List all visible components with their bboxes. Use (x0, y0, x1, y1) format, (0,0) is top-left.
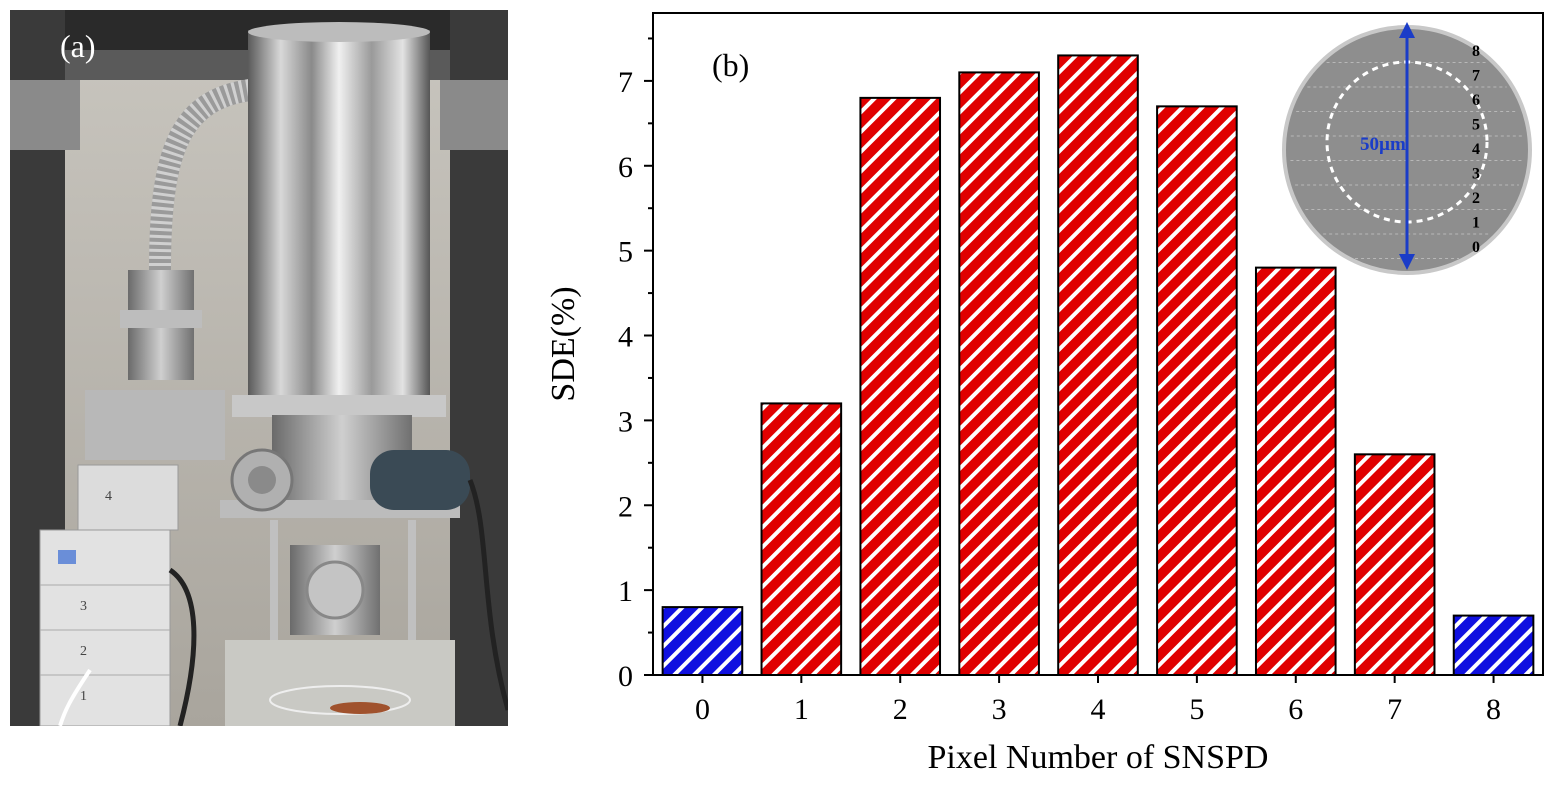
scale-label: 50µm (1360, 134, 1406, 155)
x-tick-label: 2 (893, 693, 908, 726)
inset-pixel-label: 7 (1472, 68, 1480, 85)
module-label: 2 (80, 644, 87, 659)
panel-a-label: (a) (60, 28, 96, 64)
y-tick-label: 3 (618, 405, 633, 438)
x-tick-label: 1 (794, 693, 809, 726)
inset-pixel-label: 0 (1472, 239, 1480, 256)
cryostat-photo-drawing: 4 3 2 1 (10, 10, 508, 726)
inset-pixel-label: 4 (1472, 141, 1480, 158)
x-tick-label: 3 (992, 693, 1007, 726)
cryostat-photo: 4 3 2 1 (a) (10, 10, 508, 726)
y-tick-label: 6 (618, 151, 633, 184)
module-label: 1 (80, 689, 87, 704)
y-tick-label: 2 (618, 490, 633, 523)
x-tick-label: 0 (695, 693, 710, 726)
plot-frame (652, 12, 1544, 676)
bar-pixel-6 (1254, 266, 1337, 676)
module-label: 4 (105, 489, 112, 504)
arrow-head-down-icon (1399, 254, 1415, 270)
inset-pixel-label: 6 (1472, 92, 1480, 109)
y-tick-label: 5 (618, 236, 633, 269)
x-tick-label: 8 (1486, 693, 1501, 726)
x-tick-label: 5 (1189, 693, 1204, 726)
y-axis-label: SDE(%) (545, 286, 582, 401)
y-tick-label: 0 (618, 660, 633, 693)
x-tick-label: 4 (1091, 693, 1106, 726)
bar-pixel-4 (1057, 54, 1139, 676)
inset-pixel-label: 5 (1472, 117, 1480, 134)
inset-pixel-label: 2 (1472, 190, 1480, 207)
bar-pixel-8 (1452, 614, 1535, 676)
panel-b-label: (b) (712, 47, 749, 83)
inset-pixel-label: 8 (1472, 43, 1480, 60)
bar-pixel-3 (958, 71, 1040, 676)
inset-micrograph: 50µm 8 7 6 5 4 3 2 1 0 (1282, 22, 1532, 275)
y-tick-label: 7 (618, 66, 633, 99)
y-tick-label: 1 (618, 575, 633, 608)
bar-pixel-1 (760, 402, 843, 676)
x-tick-label: 6 (1288, 693, 1303, 726)
inset-pixel-label: 3 (1472, 166, 1480, 183)
x-axis-label: Pixel Number of SNSPD (928, 739, 1269, 776)
x-tick-label: 7 (1387, 693, 1402, 726)
bar-pixel-2 (859, 96, 942, 677)
y-tick-label: 4 (618, 321, 633, 354)
arrow-head-up-icon (1399, 22, 1415, 38)
bar-pixel-0 (661, 606, 744, 676)
inset-pixel-label: 1 (1472, 215, 1480, 232)
bar-pixel-7 (1353, 453, 1436, 677)
module-label: 3 (80, 599, 87, 614)
bar-pixel-5 (1156, 105, 1238, 677)
